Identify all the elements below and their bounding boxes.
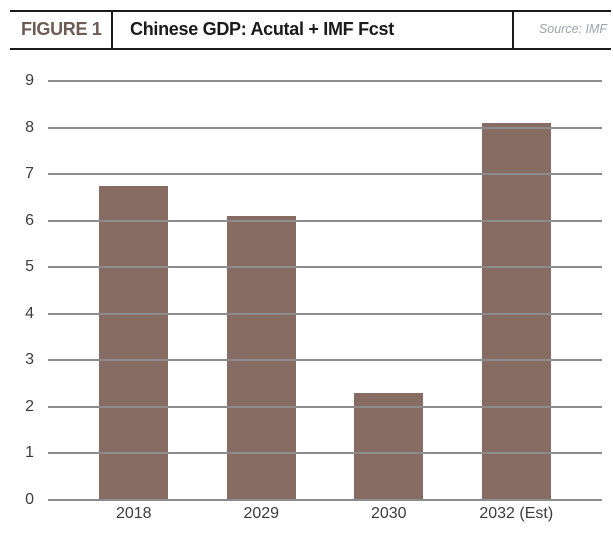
- y-axis-tick-label: 3: [25, 351, 34, 369]
- source-label: Source: IMF: [538, 22, 607, 36]
- x-axis-tick-label: 2029: [243, 505, 280, 522]
- gridline-8: [48, 126, 602, 129]
- y-axis-tick-label: 0: [25, 491, 34, 508]
- y-axis-tick-label: 4: [25, 304, 34, 322]
- header-top-rule: [10, 10, 611, 12]
- plot-area: [48, 80, 602, 501]
- bar-slot: [198, 81, 326, 500]
- figure-label: FIGURE 1: [21, 19, 102, 39]
- gridline-4: [48, 312, 602, 315]
- x-axis-tick-label: 2032 (Est): [479, 505, 554, 522]
- gridline-5: [48, 266, 602, 269]
- y-axis-tick-label: 5: [25, 258, 34, 276]
- x-axis-tick-label: 2018: [115, 505, 152, 522]
- header-divider-left: [111, 10, 113, 50]
- y-axis: 0 1 2 3 4 5 6 7 8 9: [0, 72, 38, 508]
- y-axis-tick-label: 2: [25, 397, 34, 415]
- y-axis-tick-label: 6: [25, 211, 34, 229]
- bar-2029: [226, 216, 296, 500]
- bar-2018: [99, 185, 169, 500]
- chart-title: Chinese GDP: Acutal + IMF Fcst: [130, 19, 394, 39]
- bar-slot: [453, 81, 581, 500]
- header-divider-right: [512, 10, 514, 50]
- bar-2030: [354, 392, 424, 500]
- y-axis-tick-label: 1: [25, 444, 34, 462]
- bars-row: [70, 81, 580, 500]
- bar-slot: [70, 81, 198, 500]
- gridline-0: [48, 499, 602, 501]
- gridline-3: [48, 359, 602, 362]
- gridline-6: [48, 219, 602, 222]
- y-axis-tick-label: 9: [25, 72, 34, 89]
- bar-2032-est-: [481, 122, 551, 500]
- bar-slot: [325, 81, 453, 500]
- header-bottom-rule: [10, 48, 611, 50]
- gridline-1: [48, 452, 602, 455]
- y-axis-tick-label: 8: [25, 118, 34, 136]
- gridline-2: [48, 405, 602, 408]
- gridline-9: [48, 80, 602, 82]
- y-axis-tick-label: 7: [25, 165, 34, 183]
- gridline-7: [48, 173, 602, 176]
- x-axis-tick-label: 2030: [370, 505, 407, 522]
- x-axis: 2018 2029 2030 2032 (Est): [70, 505, 580, 523]
